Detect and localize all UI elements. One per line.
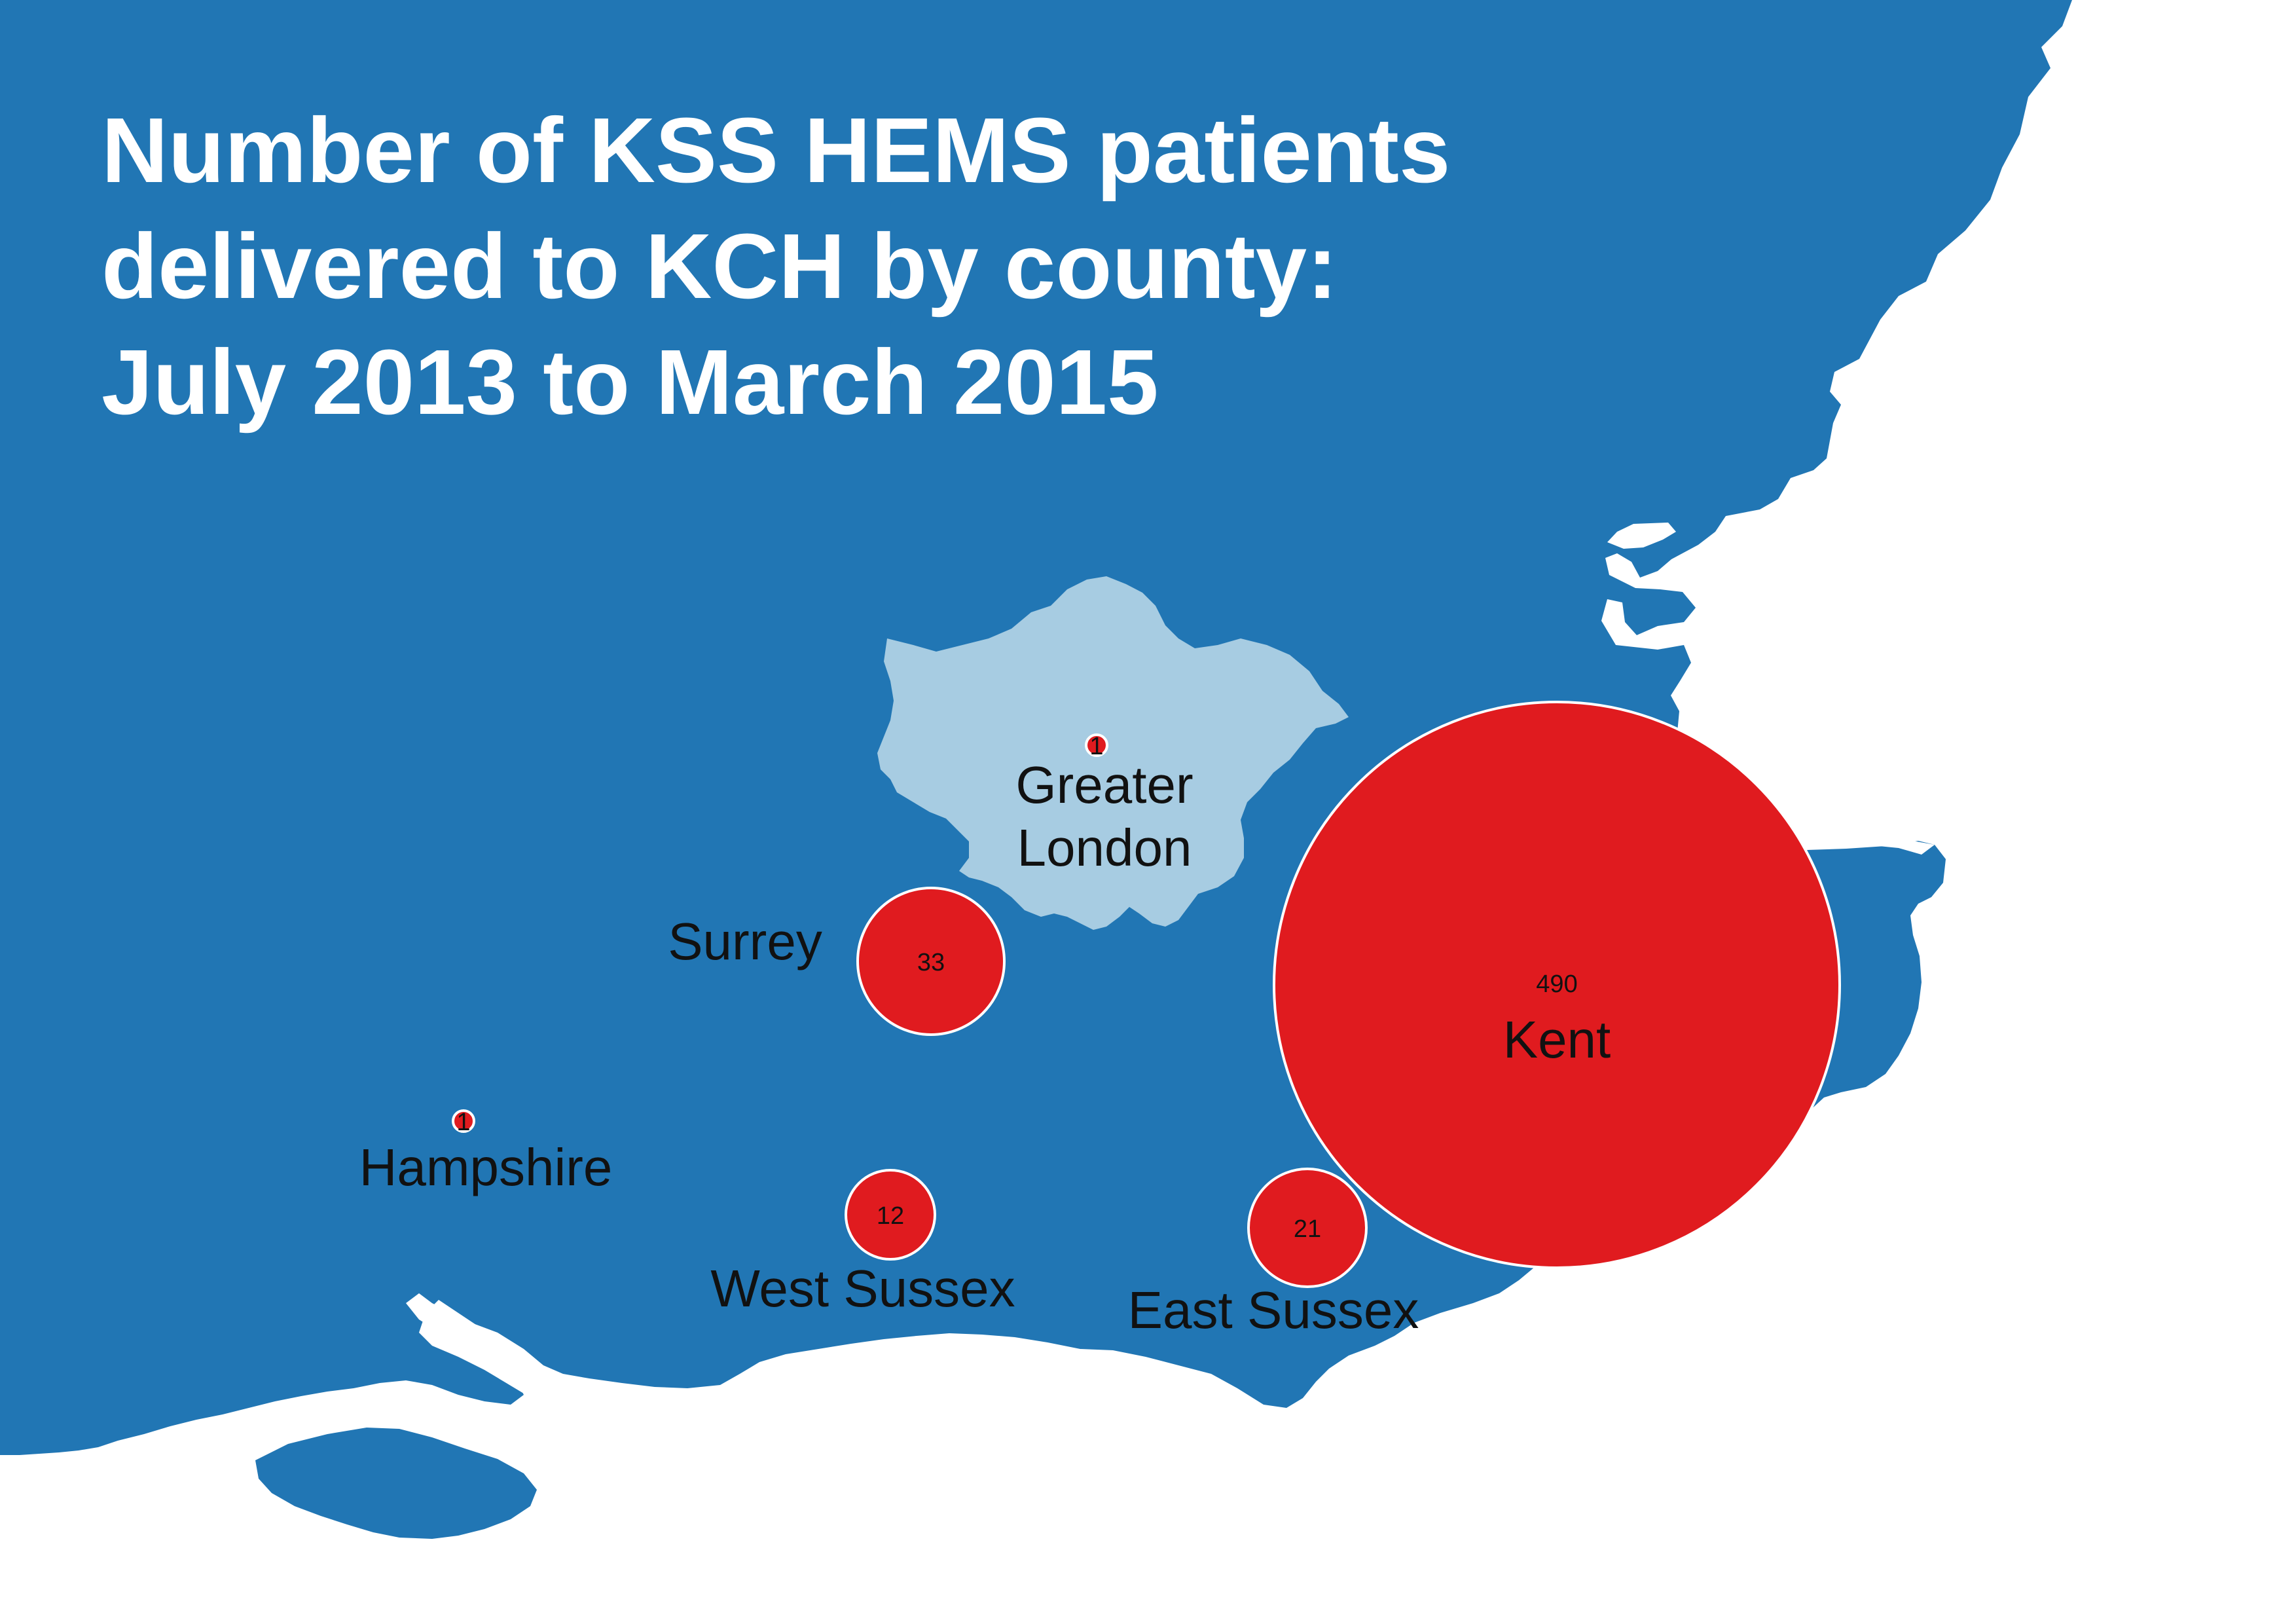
county-label-greater-london-line-2: London [1017, 819, 1192, 877]
solent-inlet [419, 1300, 556, 1401]
bubble-kent [1273, 701, 1841, 1269]
county-label-greater-london-line-1: Greater [1015, 756, 1193, 814]
value-label-west-sussex: 12 [877, 1202, 904, 1230]
value-label-hampshire: 1 [456, 1109, 470, 1136]
east-kent-coast-notch [1807, 838, 1935, 855]
county-label-west-sussex: West Sussex [710, 1259, 1015, 1318]
value-label-surrey: 33 [917, 949, 945, 976]
bubble-east-sussex [1247, 1168, 1368, 1288]
value-label-greater-london: 1 [1089, 733, 1103, 760]
county-label-hampshire: Hampshire [359, 1138, 613, 1196]
bubble-west-sussex [845, 1169, 936, 1261]
bubble-greater-london [1085, 733, 1108, 757]
greater-london-region [877, 576, 1349, 930]
county-bubbles [452, 701, 1841, 1288]
bubble-hampshire [452, 1109, 475, 1133]
county-name-labels: Greater London Surrey Kent Hampshire Wes… [359, 756, 1611, 1339]
county-label-east-sussex: East Sussex [1128, 1281, 1419, 1339]
value-labels: 1 33 490 1 12 21 [456, 733, 1577, 1243]
value-label-east-sussex: 21 [1294, 1215, 1321, 1243]
bubble-surrey [856, 887, 1006, 1036]
title-line-2: delivered to KCH by county: [101, 214, 1338, 318]
map-title: Number of KSS HEMS patients delivered to… [101, 98, 1450, 434]
thames-estuary [1607, 523, 1676, 549]
county-label-kent: Kent [1503, 1010, 1611, 1069]
county-label-surrey: Surrey [668, 912, 822, 970]
value-label-kent: 490 [1536, 970, 1577, 998]
title-line-3: July 2013 to March 2015 [101, 330, 1159, 434]
title-line-1: Number of KSS HEMS patients [101, 98, 1450, 202]
isle-of-wight [255, 1428, 537, 1539]
